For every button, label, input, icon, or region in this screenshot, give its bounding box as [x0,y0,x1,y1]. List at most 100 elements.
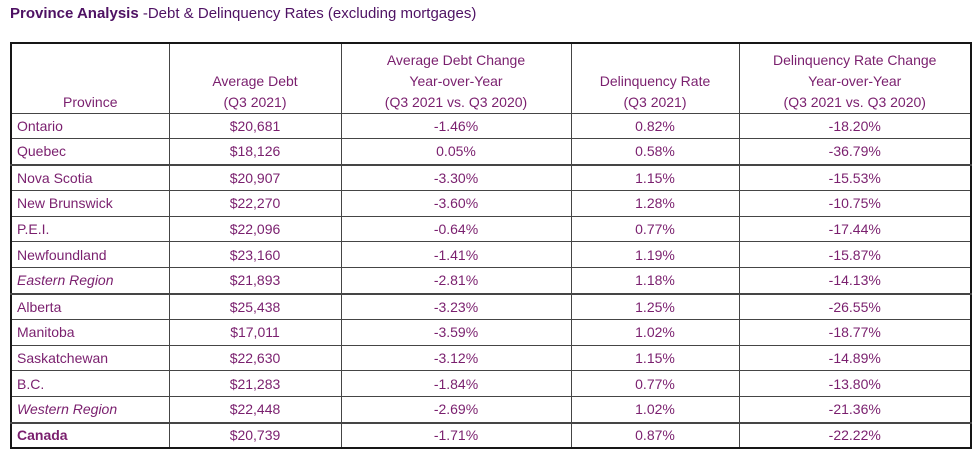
column-header-line: Year-over-Year [808,72,902,89]
column-header-line: (Q3 2021) [623,93,687,110]
avg-debt-cell: $20,681 [168,112,342,140]
delinq-rate-cell: 0.87% [570,422,740,449]
delinq-change-cell: -26.55% [738,293,972,320]
column-header-line: Delinquency Rate Change [773,51,937,68]
table-row: Canada $20,739 -1.71% 0.87% -22.22% [10,422,972,449]
delinq-rate-cell: 0.77% [570,215,740,243]
avg-debt-cell: $22,096 [168,215,342,243]
table-row: Saskatchewan $22,630 -3.12% 1.15% -14.89% [10,344,972,372]
delinq-change-cell: -21.36% [738,396,972,424]
column-header-line: (Q3 2021 vs. Q3 2020) [783,93,926,110]
delinq-rate-cell: 1.15% [570,164,740,191]
page-title: Province Analysis -Debt & Delinquency Ra… [10,5,476,22]
avg-debt-cell: $17,011 [168,318,342,346]
delinq-rate-cell: 1.15% [570,344,740,372]
table-row: Quebec $18,126 0.05% 0.58% -36.79% [10,138,972,166]
province-cell: New Brunswick [10,189,170,217]
table-row: Nova Scotia $20,907 -3.30% 1.15% -15.53% [10,164,972,191]
delinq-change-cell: -13.80% [738,370,972,398]
delinq-rate-cell: 1.18% [570,267,740,295]
table-row: P.E.I. $22,096 -0.64% 0.77% -17.44% [10,215,972,243]
delinq-change-cell: -22.22% [738,422,972,449]
debt-change-cell: -1.84% [340,370,572,398]
table-body: Ontario $20,681 -1.46% 0.82% -18.20% Quebec $1… [10,112,972,449]
delinq-rate-cell: 1.28% [570,189,740,217]
avg-debt-cell: $21,893 [168,267,342,295]
avg-debt-cell: $22,448 [168,396,342,424]
column-header-line: Delinquency Rate [599,72,711,89]
column-header-debt-change: Average Debt Change Year-over-Year (Q3 202… [340,42,572,114]
avg-debt-cell: $22,270 [168,189,342,217]
delinq-change-cell: -17.44% [738,215,972,243]
column-header-line: (Q3 2021) [223,93,287,110]
province-cell: Canada [10,422,170,449]
province-analysis-table: Province Average Debt (Q3 2021) Average Deb… [10,42,972,450]
table-header-row: Province Average Debt (Q3 2021) Average Deb… [10,42,972,114]
debt-change-cell: -2.69% [340,396,572,424]
table-header: Province Average Debt (Q3 2021) Average Deb… [10,42,972,114]
province-cell: Newfoundland [10,241,170,269]
column-header-avg-debt: Average Debt (Q3 2021) [168,42,342,114]
delinq-rate-cell: 0.58% [570,138,740,166]
table-row: Manitoba $17,011 -3.59% 1.02% -18.77% [10,318,972,346]
debt-change-cell: -0.64% [340,215,572,243]
table-row: Eastern Region $21,893 -2.81% 1.18% -14.13% [10,267,972,295]
debt-change-cell: -1.71% [340,422,572,449]
column-header-province: Province [10,42,170,114]
table-row: B.C. $21,283 -1.84% 0.77% -13.80% [10,370,972,398]
column-header-line: Year-over-Year [409,72,503,89]
province-cell: Alberta [10,293,170,320]
delinq-rate-cell: 0.77% [570,370,740,398]
delinq-rate-cell: 1.19% [570,241,740,269]
debt-change-cell: -1.41% [340,241,572,269]
column-header-line: Province [63,93,118,110]
delinq-change-cell: -36.79% [738,138,972,166]
page-title-emphasis: Province Analysis [10,5,139,22]
debt-change-cell: -3.30% [340,164,572,191]
province-cell: Western Region [10,396,170,424]
delinq-change-cell: -18.77% [738,318,972,346]
delinq-change-cell: -14.89% [738,344,972,372]
avg-debt-cell: $18,126 [168,138,342,166]
delinq-change-cell: -18.20% [738,112,972,140]
table-row: Ontario $20,681 -1.46% 0.82% -18.20% [10,112,972,140]
avg-debt-cell: $20,907 [168,164,342,191]
province-cell: Nova Scotia [10,164,170,191]
table-row: Alberta $25,438 -3.23% 1.25% -26.55% [10,293,972,320]
table-row: Newfoundland $23,160 -1.41% 1.19% -15.87% [10,241,972,269]
debt-change-cell: -3.23% [340,293,572,320]
delinq-change-cell: -10.75% [738,189,972,217]
avg-debt-cell: $21,283 [168,370,342,398]
delinq-rate-cell: 1.25% [570,293,740,320]
avg-debt-cell: $25,438 [168,293,342,320]
province-cell: B.C. [10,370,170,398]
debt-change-cell: -1.46% [340,112,572,140]
debt-change-cell: 0.05% [340,138,572,166]
province-cell: P.E.I. [10,215,170,243]
province-cell: Eastern Region [10,267,170,295]
debt-change-cell: -3.60% [340,189,572,217]
avg-debt-cell: $20,739 [168,422,342,449]
debt-change-cell: -3.59% [340,318,572,346]
province-cell: Quebec [10,138,170,166]
debt-change-cell: -3.12% [340,344,572,372]
province-cell: Ontario [10,112,170,140]
page-title-subtitle: -Debt & Delinquency Rates (excluding mor… [138,5,477,22]
column-header-delinq-rate: Delinquency Rate (Q3 2021) [570,42,740,114]
delinq-change-cell: -15.53% [738,164,972,191]
debt-change-cell: -2.81% [340,267,572,295]
table-row: Western Region $22,448 -2.69% 1.02% -21.36% [10,396,972,424]
delinq-rate-cell: 0.82% [570,112,740,140]
table-row: New Brunswick $22,270 -3.60% 1.28% -10.75% [10,189,972,217]
province-cell: Manitoba [10,318,170,346]
column-header-line: Average Debt Change [386,51,526,68]
province-cell: Saskatchewan [10,344,170,372]
delinq-rate-cell: 1.02% [570,396,740,424]
column-header-delinq-change: Delinquency Rate Change Year-over-Year (Q3… [738,42,972,114]
avg-debt-cell: $23,160 [168,241,342,269]
delinq-change-cell: -15.87% [738,241,972,269]
delinq-change-cell: -14.13% [738,267,972,295]
column-header-line: Average Debt [212,72,298,89]
delinq-rate-cell: 1.02% [570,318,740,346]
